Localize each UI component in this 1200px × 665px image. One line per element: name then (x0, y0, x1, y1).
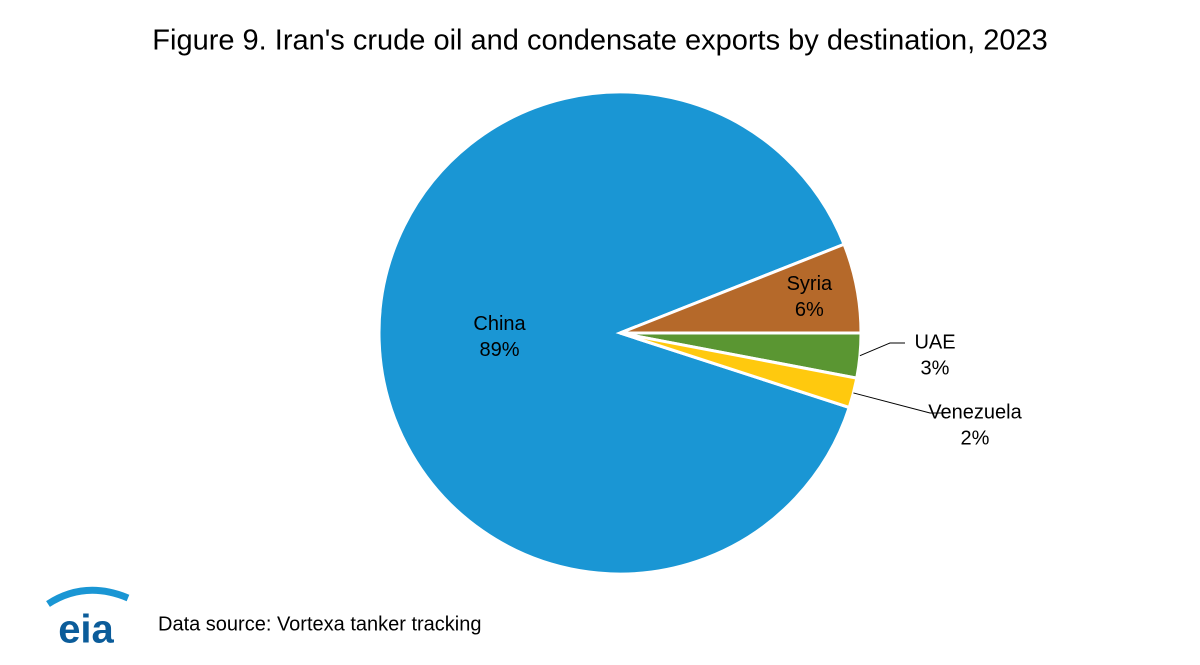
value-label: 6% (795, 299, 824, 321)
value-label: 89% (480, 339, 520, 361)
logo-swoosh (46, 586, 130, 607)
logo: eia (58, 608, 114, 652)
slice-label: UAE (914, 331, 955, 353)
leader-line (859, 342, 905, 357)
pie-slice (377, 90, 852, 576)
chart-title: Figure 9. Iran's crude oil and condensat… (152, 25, 1047, 57)
source-note: Data source: Vortexa tanker tracking (158, 613, 482, 635)
value-label: 2% (961, 427, 990, 449)
slice-label: China (473, 313, 526, 335)
value-label: 3% (921, 357, 950, 379)
leader-line (853, 392, 945, 414)
slice-label: Venezuela (928, 401, 1022, 423)
slice-label: Syria (787, 273, 833, 295)
